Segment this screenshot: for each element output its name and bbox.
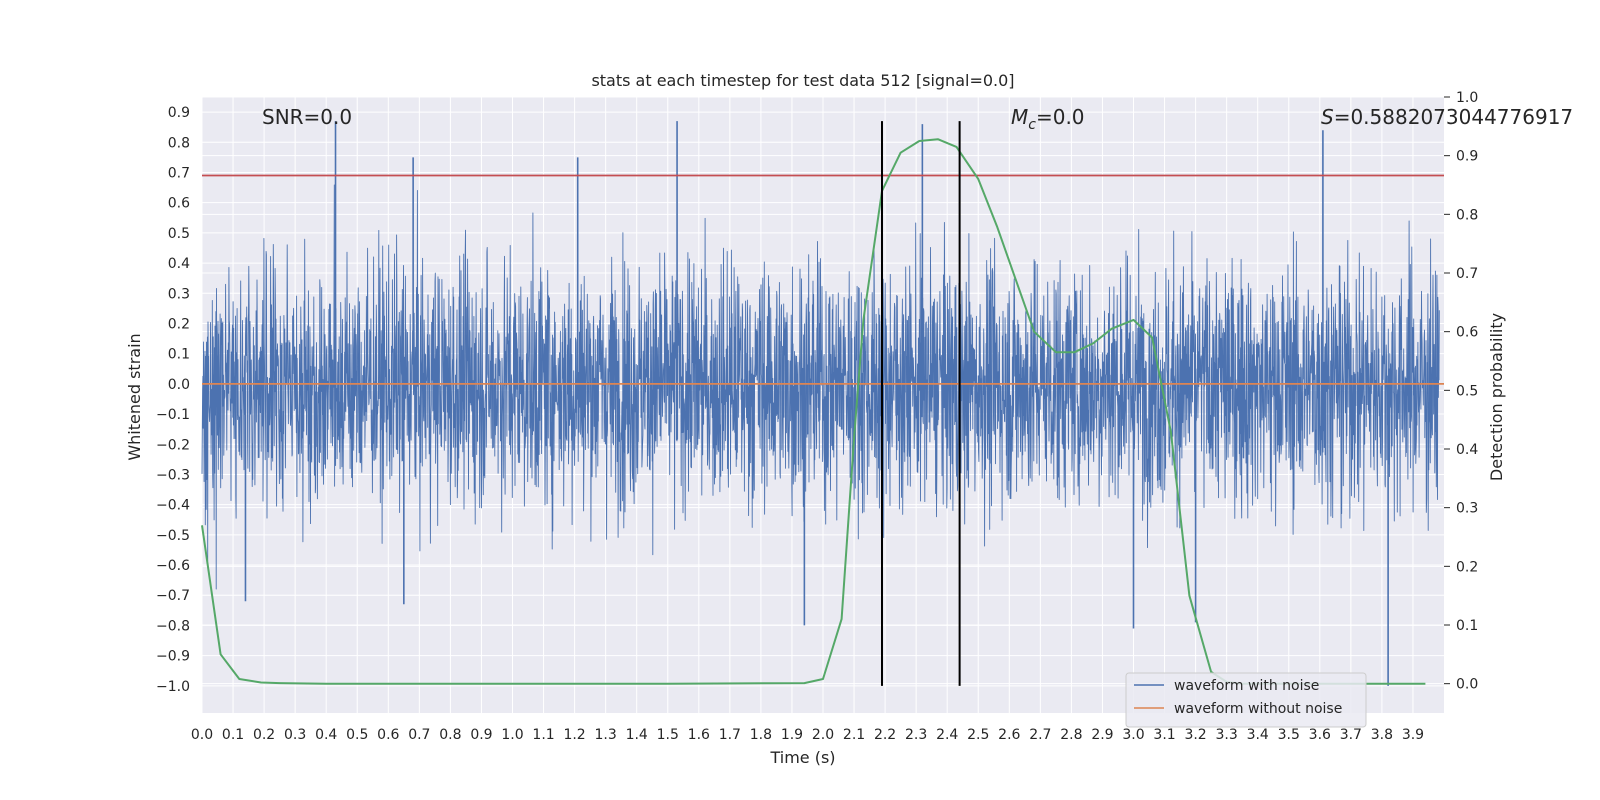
y-tick-label: −0.8: [156, 618, 190, 634]
x-tick-label: 3.6: [1309, 727, 1331, 743]
y2-tick-label: 0.9: [1456, 149, 1478, 165]
x-tick-label: 2.1: [843, 727, 865, 743]
legend: waveform with noise waveform without noi…: [1125, 672, 1367, 728]
x-tick-label: 3.7: [1340, 727, 1362, 743]
y2-tick-label: 0.1: [1456, 618, 1478, 634]
x-tick-label: 0.9: [470, 727, 492, 743]
score-annotation: S=0.5882073044776917: [1321, 105, 1573, 129]
x-tick-label: 3.9: [1402, 727, 1424, 743]
x-tick-label: 3.4: [1247, 727, 1269, 743]
x-tick-label: 1.7: [719, 727, 741, 743]
y-tick-label: −0.2: [156, 437, 190, 453]
x-tick-label: 1.8: [750, 727, 772, 743]
x-tick-label: 3.8: [1371, 727, 1393, 743]
y-tick-label: 0.0: [168, 377, 190, 393]
y-tick-label: −0.5: [156, 528, 190, 544]
x-tick-label: 0.4: [315, 727, 337, 743]
y-tick-label: −0.4: [156, 498, 190, 514]
y2-tick-label: 0.2: [1456, 559, 1478, 575]
x-tick-label: 3.5: [1278, 727, 1300, 743]
chart-title: stats at each timestep for test data 512…: [591, 71, 1014, 90]
x-tick-labels: 0.0 0.1 0.2 0.3 0.4 0.5 0.6 0.7 0.8 0.9 1.0 1.1 1.2 1…: [191, 727, 1424, 743]
y-tick-label: 0.8: [168, 135, 190, 151]
x-tick-label: 1.6: [688, 727, 710, 743]
y2-tick-label: 0.8: [1456, 207, 1478, 223]
x-tick-label: 1.3: [595, 727, 617, 743]
waveform-with-noise-line: [201, 184, 1440, 590]
x-tick-label: 0.1: [222, 727, 244, 743]
x-tick-label: 0.0: [191, 727, 213, 743]
series-lines: [201, 121, 1444, 686]
x-tick-label: 0.2: [253, 727, 275, 743]
x-tick-label: 1.2: [563, 727, 585, 743]
y2-tick-label: 0.7: [1456, 266, 1478, 282]
snr-annotation: SNR=0.0: [262, 105, 352, 129]
y2-axis-label: Detection probability: [1487, 313, 1506, 481]
x-tick-label: 0.5: [346, 727, 368, 743]
x-tick-label: 0.6: [377, 727, 399, 743]
y2-tick-label: 0.3: [1456, 501, 1478, 517]
y-tick-label: −0.1: [156, 407, 190, 423]
x-tick-label: 2.8: [1060, 727, 1082, 743]
detection-probability-line: [201, 138, 1426, 685]
y-tick-label: 0.5: [168, 226, 190, 242]
y-tick-label: 0.1: [168, 347, 190, 363]
y2-tick-label: 0.0: [1456, 677, 1478, 693]
x-tick-label: 1.0: [501, 727, 523, 743]
x-tick-label: 1.5: [657, 727, 679, 743]
x-tick-label: 2.5: [967, 727, 989, 743]
x-tick-label: 2.2: [874, 727, 896, 743]
y-tick-label: −0.7: [156, 588, 190, 604]
y-tick-label: 0.9: [168, 105, 190, 121]
x-tick-label: 2.9: [1091, 727, 1113, 743]
x-tick-label: 0.8: [439, 727, 461, 743]
y-tick-label: −0.3: [156, 467, 190, 483]
y-tick-label: −0.6: [156, 558, 190, 574]
y-tick-label: 0.6: [168, 196, 190, 212]
x-axis-label: Time (s): [769, 748, 835, 767]
x-tick-label: 2.0: [812, 727, 834, 743]
legend-label-noise: waveform with noise: [1174, 678, 1319, 694]
x-tick-label: 0.3: [284, 727, 306, 743]
x-tick-label: 2.4: [936, 727, 958, 743]
legend-label-clean: waveform without noise: [1174, 701, 1342, 717]
y-tick-label: 0.3: [168, 286, 190, 302]
y-axis-label: Whitened strain: [125, 333, 144, 460]
y-tick-label: 0.4: [168, 256, 190, 272]
x-tick-label: 2.7: [1029, 727, 1051, 743]
y-tick-label: 0.7: [168, 165, 190, 181]
x-tick-label: 1.9: [781, 727, 803, 743]
x-tick-label: 3.2: [1184, 727, 1206, 743]
y-tick-label: 0.2: [168, 316, 190, 332]
y2-tick-label: 1.0: [1456, 90, 1478, 106]
x-tick-label: 2.3: [905, 727, 927, 743]
y-tick-label: −0.9: [156, 649, 190, 665]
y2-tick-label: 0.4: [1456, 442, 1478, 458]
y2-tick-label: 0.5: [1456, 383, 1478, 399]
y-tick-label: −1.0: [156, 679, 190, 695]
x-tick-label: 3.1: [1153, 727, 1175, 743]
y2-tick-label: 0.6: [1456, 325, 1478, 341]
chirp-mass-annotation: Mc=0.0: [1011, 105, 1085, 133]
y-tick-labels: 0.9 0.8 0.7 0.6 0.5 0.4 0.3 0.2 0.1 0.0 −0.1 −0.2 −0…: [156, 105, 190, 695]
series-waveform-with-noise: [201, 121, 1440, 686]
x-tick-label: 0.7: [408, 727, 430, 743]
x-tick-label: 3.3: [1216, 727, 1238, 743]
x-tick-label: 2.6: [998, 727, 1020, 743]
y2-tick-labels: 1.0 0.9 0.8 0.7 0.6 0.5 0.4 0.3 0.2 0.1 0.0: [1444, 90, 1478, 693]
x-tick-label: 3.0: [1122, 727, 1144, 743]
x-tick-label: 1.1: [532, 727, 554, 743]
legend-box: [1125, 672, 1367, 728]
x-tick-label: 1.4: [626, 727, 648, 743]
